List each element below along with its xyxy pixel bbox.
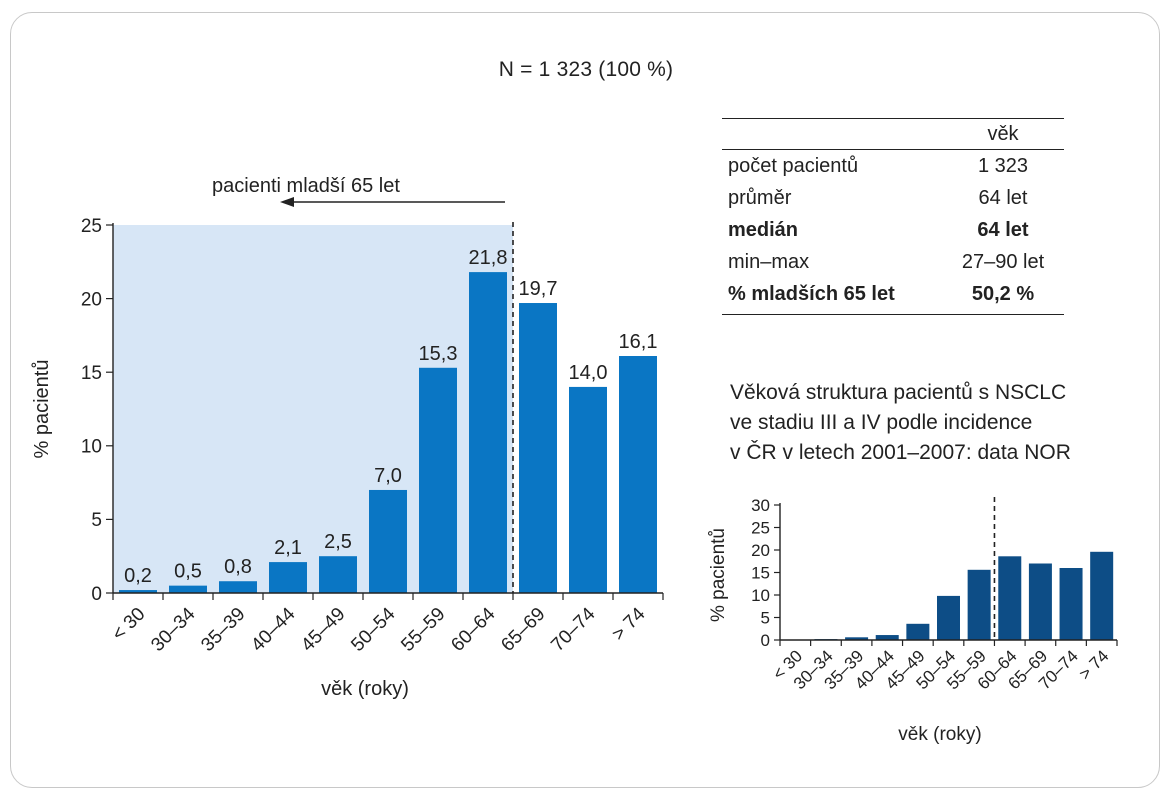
stats-header-row: věk bbox=[722, 119, 1064, 149]
stats-label: min–max bbox=[728, 251, 810, 273]
stats-label: medián bbox=[728, 219, 799, 241]
stats-column-header: věk bbox=[987, 123, 1019, 145]
stats-label: počet pacientů bbox=[728, 155, 859, 177]
stats-row-under65: % mladších 65 let 50,2 % bbox=[722, 278, 1064, 310]
stats-row-median: medián 64 let bbox=[722, 214, 1064, 246]
stats-table: věk počet pacientů 1 323 průměr 64 let m… bbox=[722, 118, 1064, 315]
stats-row-minmax: min–max 27–90 let bbox=[722, 246, 1064, 278]
stats-top-rule bbox=[722, 118, 1064, 119]
inset-caption: Věková struktura pacientů s NSCLC ve sta… bbox=[730, 378, 1150, 468]
stats-value: 50,2 % bbox=[971, 283, 1035, 305]
stats-header-rule bbox=[722, 149, 1064, 150]
stats-bottom-rule bbox=[722, 314, 1064, 315]
stats-label: % mladších 65 let bbox=[728, 283, 895, 305]
stats-row-mean: průměr 64 let bbox=[722, 182, 1064, 214]
total-count-label: N = 1 323 (100 %) bbox=[498, 58, 674, 81]
inset-caption-line: ve stadiu III a IV podle incidence bbox=[730, 411, 1033, 434]
stats-label: průměr bbox=[728, 187, 792, 209]
inset-caption-line: Věková struktura pacientů s NSCLC bbox=[730, 381, 1067, 404]
stats-row-count: počet pacientů 1 323 bbox=[722, 150, 1064, 182]
stats-value: 64 let bbox=[977, 219, 1029, 241]
stats-value: 1 323 bbox=[977, 155, 1029, 177]
stats-value: 64 let bbox=[978, 187, 1028, 209]
inset-caption-line: v ČR v letech 2001–2007: data NOR bbox=[730, 441, 1071, 464]
stats-value: 27–90 let bbox=[961, 251, 1045, 273]
